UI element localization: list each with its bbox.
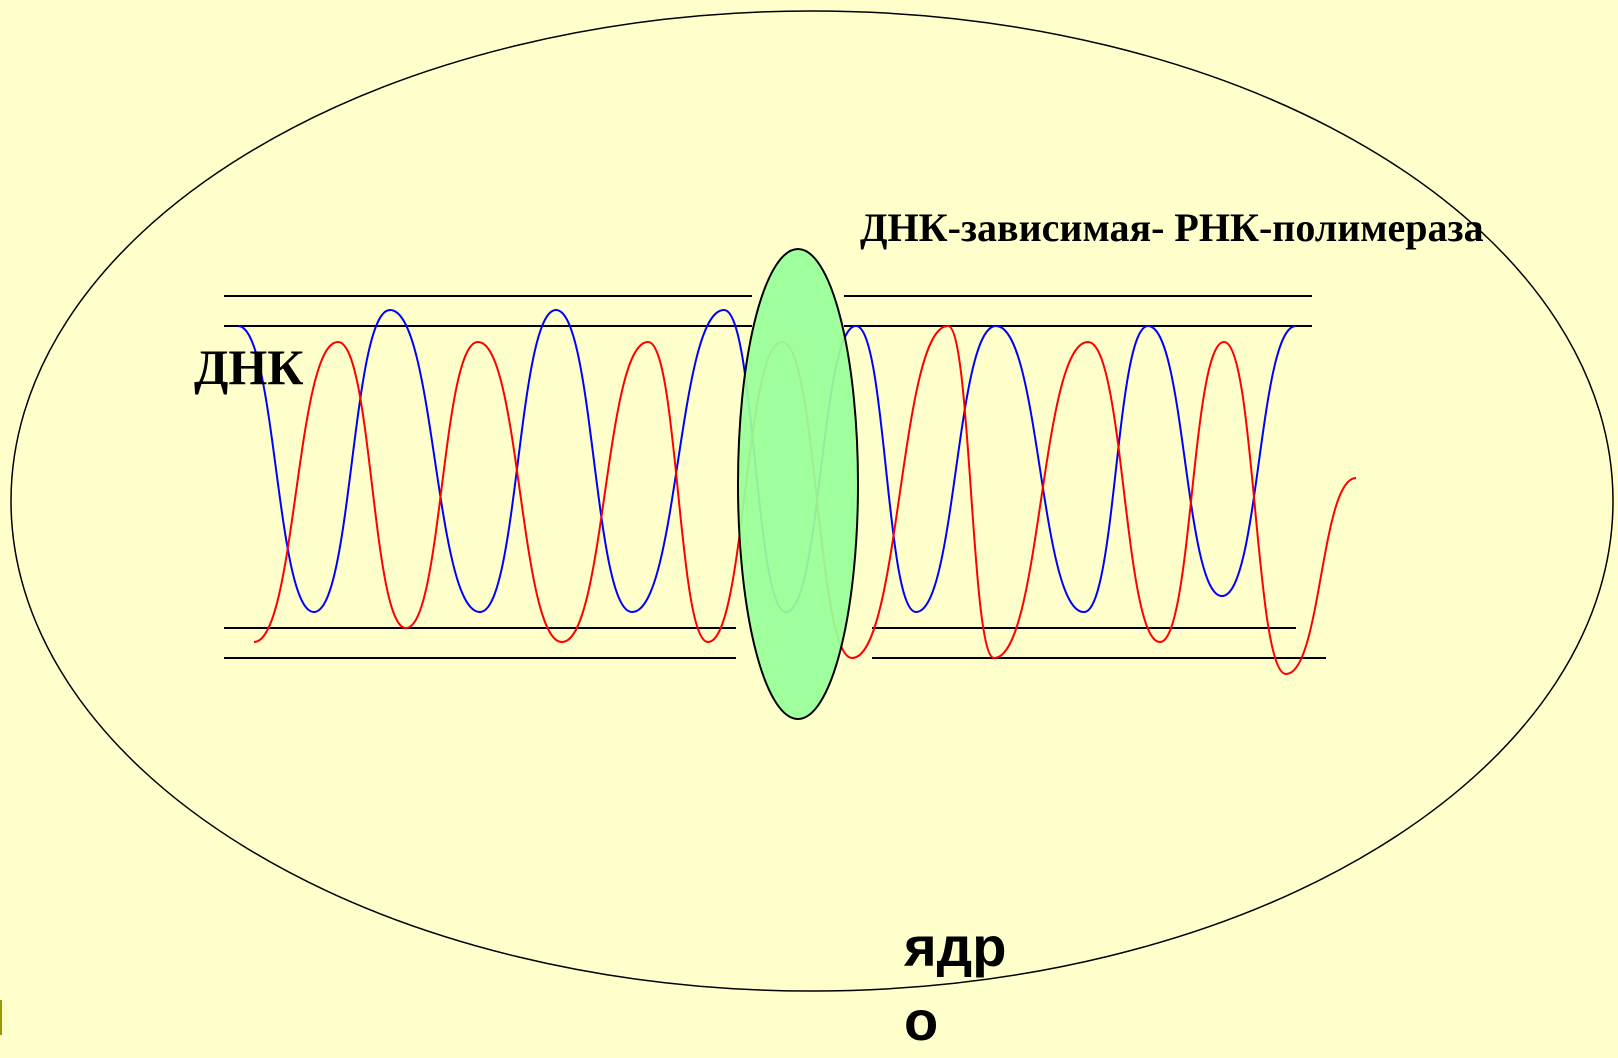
nucleus-label-line2: о bbox=[904, 989, 939, 1052]
slide-corner-mark bbox=[0, 1000, 2, 1035]
transcription-diagram bbox=[10, 10, 1614, 992]
dna-label: ДНК bbox=[194, 339, 304, 395]
polymerase-label: ДНК-зависимая- РНК-полимераза bbox=[860, 205, 1484, 250]
nucleus-label: ядр о bbox=[904, 910, 1034, 1058]
nucleus-outline bbox=[10, 10, 1614, 992]
rna-polymerase-ellipse bbox=[737, 248, 859, 720]
nucleus-label-line1: ядр bbox=[904, 915, 1007, 978]
